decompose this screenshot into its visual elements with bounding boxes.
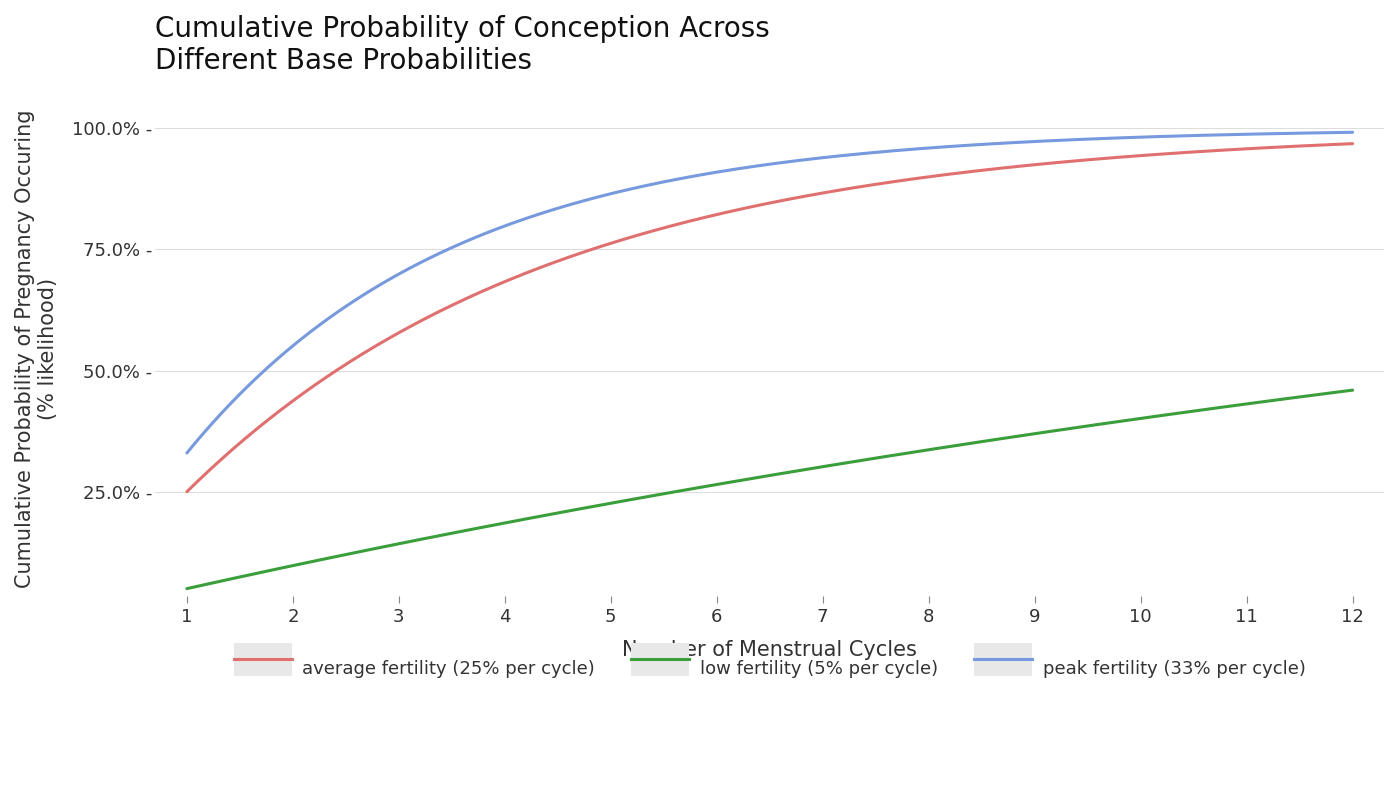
Text: Cumulative Probability of Conception Across
Different Base Probabilities: Cumulative Probability of Conception Acr… [155, 15, 770, 75]
Y-axis label: Cumulative Probability of Pregnancy Occuring
(% likelihood): Cumulative Probability of Pregnancy Occu… [15, 110, 59, 588]
X-axis label: Number of Menstrual Cycles: Number of Menstrual Cycles [623, 640, 917, 660]
Legend: average fertility (25% per cycle), low fertility (5% per cycle), peak fertility : average fertility (25% per cycle), low f… [227, 650, 1313, 686]
